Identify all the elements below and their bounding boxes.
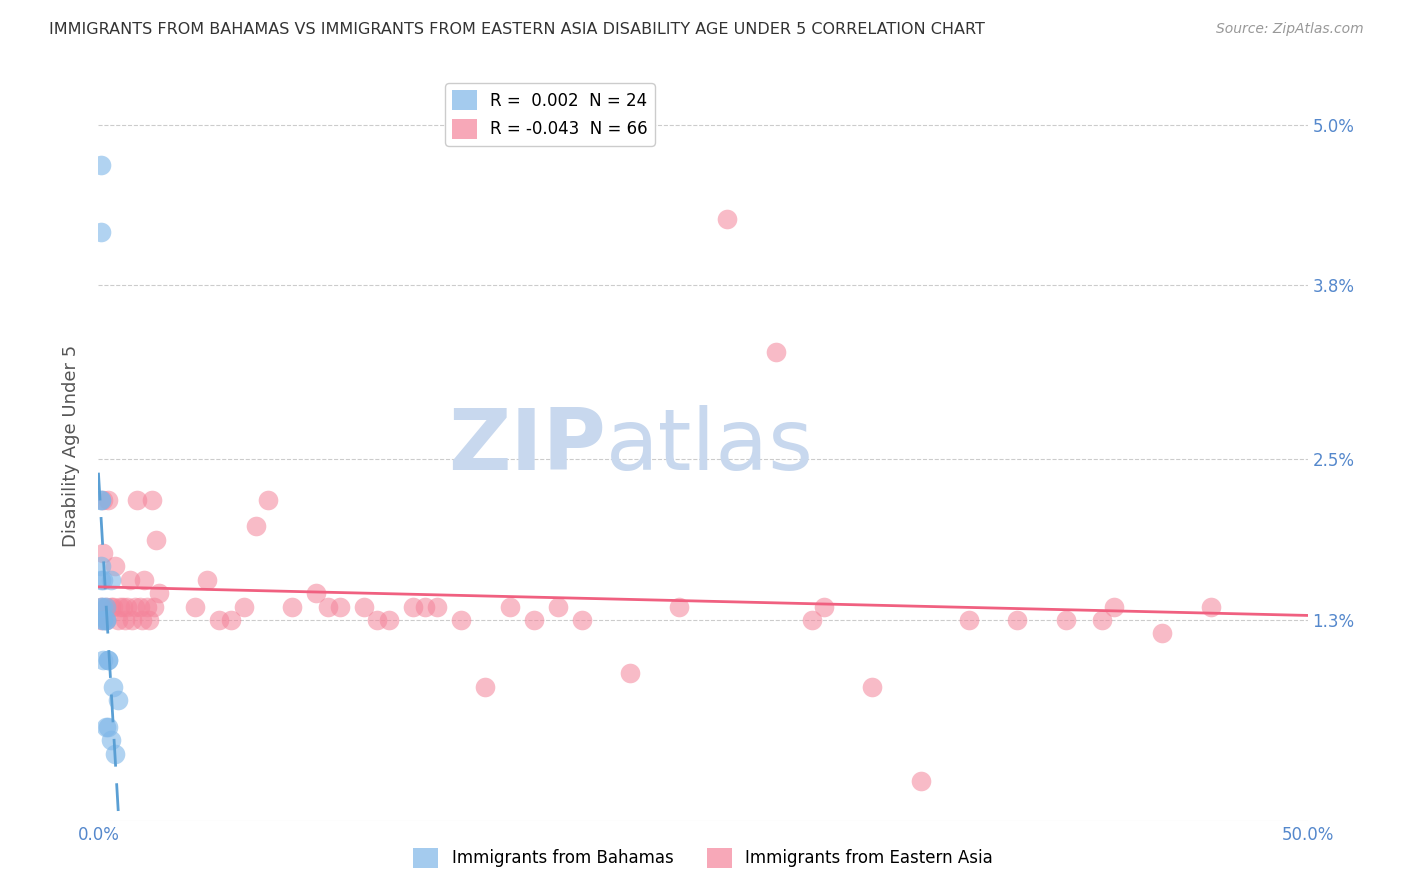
Point <box>135 599 157 614</box>
Text: Source: ZipAtlas.com: Source: ZipAtlas.com <box>1216 22 1364 37</box>
Point <box>208 613 231 627</box>
Point <box>91 613 114 627</box>
Point <box>131 613 153 627</box>
Point <box>957 613 980 627</box>
Point <box>128 599 150 614</box>
Point <box>353 599 375 614</box>
Point <box>221 613 243 627</box>
Point <box>402 599 425 614</box>
Point <box>91 653 114 667</box>
Point <box>107 613 129 627</box>
Point <box>127 492 149 507</box>
Point <box>118 573 141 587</box>
Point <box>100 573 122 587</box>
Point <box>91 599 114 614</box>
Point <box>94 613 117 627</box>
Point <box>1054 613 1077 627</box>
Point <box>134 573 156 587</box>
Point <box>94 613 117 627</box>
Point <box>619 666 641 681</box>
Point <box>1102 599 1125 614</box>
Point <box>91 613 114 627</box>
Point <box>860 680 883 694</box>
Point <box>91 492 114 507</box>
Point <box>426 599 449 614</box>
Point <box>108 599 131 614</box>
Point <box>232 599 254 614</box>
Point <box>138 613 160 627</box>
Point <box>141 492 163 507</box>
Point <box>124 599 146 614</box>
Point <box>148 586 170 600</box>
Point <box>94 613 117 627</box>
Point <box>256 492 278 507</box>
Point <box>104 747 127 761</box>
Point <box>90 492 112 507</box>
Point <box>145 533 167 547</box>
Point <box>716 211 738 226</box>
Point <box>377 613 399 627</box>
Point <box>184 599 207 614</box>
Legend: Immigrants from Bahamas, Immigrants from Eastern Asia: Immigrants from Bahamas, Immigrants from… <box>406 841 1000 875</box>
Point <box>668 599 690 614</box>
Point <box>813 599 835 614</box>
Point <box>305 586 328 600</box>
Point <box>97 720 120 734</box>
Point <box>97 492 120 507</box>
Point <box>571 613 593 627</box>
Point <box>117 599 139 614</box>
Point <box>366 613 388 627</box>
Point <box>910 773 932 788</box>
Point <box>94 599 117 614</box>
Point <box>1199 599 1222 614</box>
Point <box>523 613 546 627</box>
Point <box>90 559 112 574</box>
Text: IMMIGRANTS FROM BAHAMAS VS IMMIGRANTS FROM EASTERN ASIA DISABILITY AGE UNDER 5 C: IMMIGRANTS FROM BAHAMAS VS IMMIGRANTS FR… <box>49 22 986 37</box>
Point <box>1091 613 1114 627</box>
Point <box>90 573 112 587</box>
Point <box>107 693 129 707</box>
Point <box>101 599 124 614</box>
Point <box>111 599 134 614</box>
Point <box>100 599 122 614</box>
Point <box>94 720 117 734</box>
Point <box>90 599 112 614</box>
Point <box>101 680 124 694</box>
Point <box>1152 626 1174 640</box>
Point <box>94 599 117 614</box>
Text: atlas: atlas <box>606 404 814 488</box>
Point <box>800 613 823 627</box>
Point <box>90 158 112 172</box>
Point <box>90 599 112 614</box>
Point <box>104 559 127 574</box>
Point <box>413 599 436 614</box>
Point <box>91 573 114 587</box>
Point <box>195 573 218 587</box>
Point <box>329 599 352 614</box>
Point <box>121 613 143 627</box>
Point <box>97 653 120 667</box>
Point <box>281 599 304 614</box>
Point <box>547 599 569 614</box>
Y-axis label: Disability Age Under 5: Disability Age Under 5 <box>62 345 80 547</box>
Point <box>498 599 520 614</box>
Point <box>143 599 166 614</box>
Point <box>100 733 122 747</box>
Point <box>90 225 112 239</box>
Point <box>114 613 136 627</box>
Point <box>90 613 112 627</box>
Point <box>316 599 339 614</box>
Point <box>90 492 112 507</box>
Point <box>1007 613 1029 627</box>
Point <box>474 680 496 694</box>
Point <box>97 653 120 667</box>
Point <box>91 546 114 560</box>
Point <box>245 519 267 533</box>
Legend: R =  0.002  N = 24, R = -0.043  N = 66: R = 0.002 N = 24, R = -0.043 N = 66 <box>446 84 655 145</box>
Point <box>765 345 787 359</box>
Text: ZIP: ZIP <box>449 404 606 488</box>
Point <box>450 613 472 627</box>
